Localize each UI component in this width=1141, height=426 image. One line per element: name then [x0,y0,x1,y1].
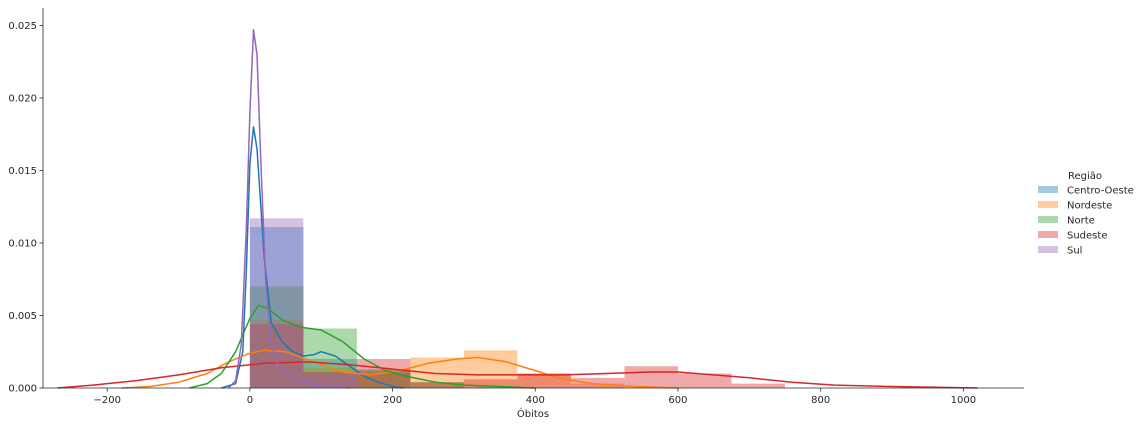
bar-sudeste-3 [410,382,464,388]
bar-sudeste-0 [249,324,304,388]
bar-nordeste-6 [570,383,625,388]
y-tick-label: 0.000 [8,384,37,395]
legend-swatch-sul [1038,246,1058,253]
bar-norte-1 [303,328,357,388]
axes [42,8,1024,389]
bar-sudeste-5 [517,373,571,388]
legend-swatch-centro-oeste [1038,186,1058,193]
y-tick-label: 0.010 [8,238,37,249]
bar-nordeste-4 [463,350,518,388]
y-tick-label: 0.005 [8,311,37,322]
bar-norte-0 [249,286,304,388]
bar-sudeste-9 [731,383,785,388]
x-tick-label: 1000 [951,395,976,406]
x-tick-label: 400 [526,395,545,406]
legend-swatch-nordeste [1038,201,1058,208]
y-ticks: 0.000 0.005 0.010 0.015 0.020 0.025 [8,21,43,395]
x-tick-label: 0 [247,395,253,406]
bar-sudeste-6 [570,377,625,388]
legend-swatch-norte [1038,216,1058,223]
x-tick-label: 800 [811,395,830,406]
y-tick-label: 0.015 [8,166,37,177]
histogram-bars [249,218,785,388]
legend: Região Centro-Oeste Nordeste Norte Sudeste S… [1038,171,1134,257]
kde-line-sudeste [57,361,978,389]
bar-norte-3 [410,382,464,388]
legend-label-centro-oeste: Centro-Oeste [1067,186,1134,197]
bar-nordeste-2 [356,373,411,388]
kde-line-centro-oeste [221,126,404,389]
legend-label-sudeste: Sudeste [1067,231,1107,242]
bar-sudeste-7 [624,366,678,388]
x-ticks: −200 0 200 400 600 800 1000 [93,388,976,406]
legend-label-norte: Norte [1067,216,1095,227]
legend-swatch-sudeste [1038,231,1058,238]
kde-curves [57,29,978,389]
legend-label-sul: Sul [1067,246,1082,257]
x-tick-label: 600 [668,395,687,406]
x-tick-label: −200 [93,395,120,406]
legend-title: Região [1068,171,1102,182]
bar-sudeste-4 [463,379,518,388]
kde-line-norte [189,304,536,389]
bar-sudeste-8 [677,373,732,388]
y-tick-label: 0.025 [8,21,37,32]
y-tick-label: 0.020 [8,93,37,104]
x-axis-label: Óbitos [517,407,549,420]
x-tick-label: 200 [383,395,402,406]
kde-line-sul [227,29,350,389]
legend-label-nordeste: Nordeste [1067,201,1112,212]
